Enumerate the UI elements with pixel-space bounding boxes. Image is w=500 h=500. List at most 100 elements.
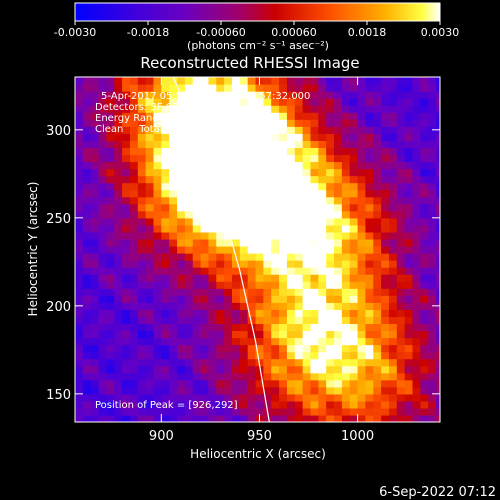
heatmap-cell <box>216 238 225 247</box>
heatmap-cell <box>208 245 217 254</box>
heatmap-cell <box>90 323 100 332</box>
heatmap-cell <box>436 84 440 92</box>
heatmap-cell <box>129 400 139 409</box>
heatmap-cell <box>255 379 264 388</box>
heatmap-cell <box>428 379 437 388</box>
heatmap-cell <box>184 330 194 339</box>
heatmap-cell <box>137 365 147 374</box>
heatmap-cell <box>129 344 139 353</box>
heatmap-cell <box>318 112 327 120</box>
heatmap-cell <box>137 330 147 339</box>
heatmap-cell <box>263 182 272 191</box>
heatmap-cell <box>334 351 343 360</box>
heatmap-cell <box>169 365 178 374</box>
heatmap-cell <box>161 267 170 275</box>
heatmap-cell <box>208 84 217 92</box>
heatmap-cell <box>145 288 155 296</box>
heatmap-cell <box>98 358 107 367</box>
heatmap-cell <box>412 231 421 240</box>
heatmap-cell <box>388 316 398 325</box>
heatmap-cell <box>224 161 233 170</box>
heatmap-cell <box>271 245 280 254</box>
heatmap-cell <box>279 105 288 113</box>
heatmap-cell <box>192 133 202 141</box>
heatmap-cell <box>326 224 335 233</box>
heatmap-cell <box>279 245 288 254</box>
heatmap-cell <box>216 337 225 346</box>
heatmap-cell <box>114 274 123 282</box>
heatmap-cell <box>231 154 241 163</box>
heatmap-cell <box>75 400 84 409</box>
heatmap-cell <box>388 175 398 184</box>
heatmap-cell <box>357 77 367 85</box>
heatmap-cell <box>365 260 374 268</box>
heatmap-cell <box>373 168 382 177</box>
heatmap-cell <box>357 351 367 360</box>
heatmap-cell <box>396 288 406 296</box>
heatmap-cell <box>145 379 155 388</box>
heatmap-cell <box>334 245 343 254</box>
heatmap-cell <box>129 337 139 346</box>
heatmap-cell <box>137 260 147 268</box>
heatmap-cell <box>129 358 139 367</box>
heatmap-cell <box>357 182 367 191</box>
heatmap-cell <box>224 365 233 374</box>
heatmap-cell <box>90 379 100 388</box>
heatmap-cell <box>341 203 351 212</box>
heatmap-cell <box>169 309 178 317</box>
heatmap-cell <box>122 295 131 303</box>
heatmap-cell <box>145 316 155 325</box>
heatmap-cell <box>75 133 84 141</box>
heatmap-cell <box>129 302 139 310</box>
heatmap-cell <box>420 203 429 212</box>
heatmap-cell <box>90 267 100 275</box>
heatmap-cell <box>137 133 147 141</box>
heatmap-cell <box>137 281 147 289</box>
heatmap-cell <box>169 245 178 254</box>
heatmap-cell <box>271 365 280 374</box>
heatmap-cell <box>153 358 162 367</box>
heatmap-cell <box>302 316 312 325</box>
heatmap-cell <box>263 400 272 409</box>
heatmap-cell <box>279 217 288 226</box>
heatmap-cell <box>263 147 272 156</box>
heatmap-cell <box>231 407 241 416</box>
heatmap-cell <box>396 154 406 163</box>
heatmap-cell <box>75 224 84 233</box>
heatmap-cell <box>161 330 170 339</box>
heatmap-cell <box>396 260 406 268</box>
heatmap-cell <box>75 288 84 296</box>
heatmap-cell <box>388 393 398 402</box>
heatmap-cell <box>334 119 343 127</box>
heatmap-cell <box>271 126 280 134</box>
heatmap-cell <box>341 407 351 416</box>
heatmap-cell <box>349 309 359 317</box>
heatmap-cell <box>286 105 296 113</box>
heatmap-cell <box>334 140 343 149</box>
heatmap-cell <box>239 393 249 402</box>
heatmap-cell <box>90 393 100 402</box>
heatmap-cell <box>177 302 186 310</box>
heatmap-cell <box>247 119 257 127</box>
heatmap-cell <box>294 126 304 134</box>
heatmap-cell <box>122 105 131 113</box>
heatmap-cell <box>412 309 421 317</box>
heatmap-cell <box>365 175 374 184</box>
heatmap-cell <box>365 231 374 240</box>
heatmap-cell <box>420 98 429 106</box>
heatmap-cell <box>177 414 186 422</box>
heatmap-cell <box>357 337 367 346</box>
heatmap-cell <box>302 77 312 85</box>
heatmap-cell <box>373 253 382 261</box>
heatmap-cell <box>216 414 225 422</box>
heatmap-cell <box>412 133 421 141</box>
heatmap-cell <box>239 295 249 303</box>
heatmap-cell <box>208 196 217 205</box>
heatmap-cell <box>365 330 374 339</box>
heatmap-cell <box>169 196 178 205</box>
heatmap-cell <box>436 175 440 184</box>
heatmap-cell <box>404 119 414 127</box>
heatmap-cell <box>208 253 217 261</box>
heatmap-cell <box>357 281 367 289</box>
heatmap-cell <box>381 196 390 205</box>
